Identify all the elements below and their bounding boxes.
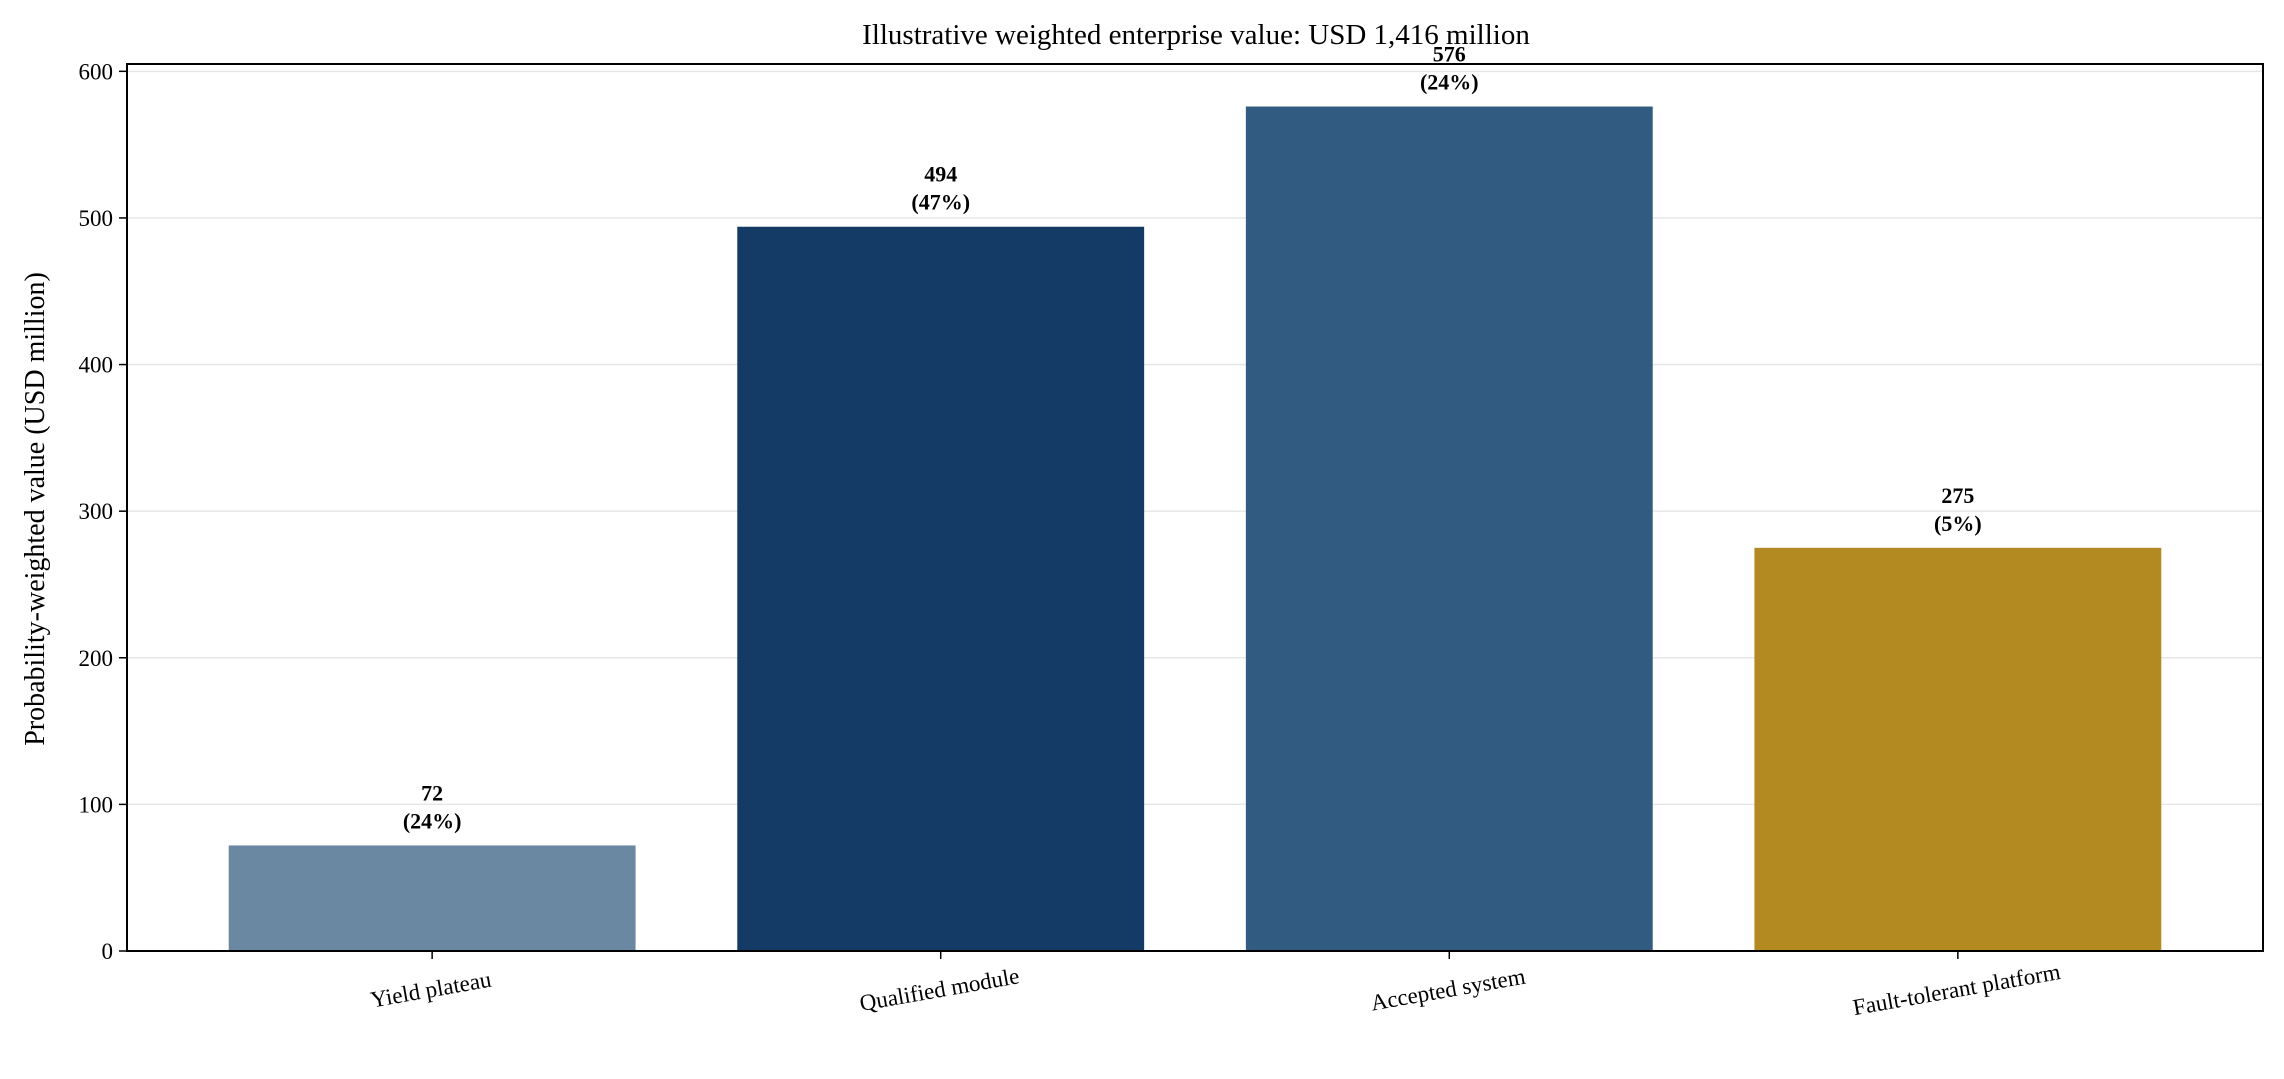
x-tick-label: Qualified module bbox=[858, 963, 1021, 1016]
bar-value-label: 275 bbox=[1941, 483, 1974, 508]
x-tick-label: Yield plateau bbox=[369, 967, 494, 1013]
y-tick-label: 600 bbox=[79, 59, 114, 84]
y-tick-label: 500 bbox=[79, 206, 114, 231]
bar bbox=[737, 226, 1145, 952]
chart-title: Illustrative weighted enterprise value: … bbox=[862, 19, 1530, 51]
bar-value-label: 576 bbox=[1433, 42, 1466, 67]
y-tick-label: 0 bbox=[102, 939, 114, 964]
y-tick-label: 100 bbox=[79, 792, 114, 817]
bar-share-label: (24%) bbox=[403, 808, 462, 833]
x-tick-label: Accepted system bbox=[1369, 964, 1528, 1016]
bar bbox=[228, 845, 636, 951]
x-tick-label: Fault-tolerant platform bbox=[1851, 959, 2062, 1020]
plot-frame bbox=[126, 63, 2264, 952]
bar-value-label: 72 bbox=[421, 780, 443, 805]
bar-share-label: (24%) bbox=[1420, 70, 1479, 95]
bar bbox=[1754, 547, 2162, 951]
axes bbox=[119, 63, 2264, 959]
bar-share-label: (5%) bbox=[1934, 511, 1982, 536]
bar bbox=[1245, 106, 1653, 952]
bar-value-label: 494 bbox=[924, 162, 957, 187]
bar-share-label: (47%) bbox=[911, 190, 970, 215]
y-tick-label: 200 bbox=[79, 646, 114, 671]
y-axis-label: Probability-weighted value (USD million) bbox=[20, 272, 51, 746]
y-tick-label: 400 bbox=[79, 353, 114, 378]
bars bbox=[228, 106, 2162, 952]
y-tick-label: 300 bbox=[79, 499, 114, 524]
